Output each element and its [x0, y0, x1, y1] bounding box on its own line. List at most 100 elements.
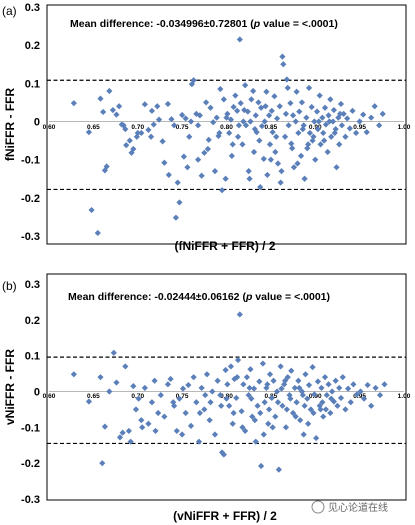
data-point: [381, 381, 388, 388]
data-point: [159, 138, 166, 145]
data-point: [198, 384, 205, 392]
data-point: [274, 160, 282, 167]
data-point: [281, 133, 289, 140]
data-point: [303, 114, 310, 121]
data-point: [323, 391, 330, 399]
data-point: [320, 413, 327, 420]
data-point: [241, 106, 248, 114]
data-point: [292, 413, 299, 420]
data-point: [287, 395, 294, 402]
data-point: [141, 384, 148, 392]
data-point: [243, 374, 251, 381]
data-point: [264, 381, 271, 388]
data-point: [282, 110, 290, 117]
data-point: [148, 399, 156, 406]
plot-frame: [46, 273, 407, 501]
data-point: [349, 107, 356, 114]
data-point: [344, 385, 352, 392]
data-point: [201, 149, 208, 156]
data-point: [376, 391, 384, 399]
data-point: [262, 103, 269, 110]
data-point: [207, 399, 214, 406]
data-point: [234, 133, 242, 140]
data-point: [217, 85, 224, 93]
x-tick-label: 0.95: [353, 393, 366, 400]
data-point: [352, 129, 360, 137]
data-point: [331, 129, 338, 137]
data-point: [277, 363, 284, 370]
data-point: [337, 110, 344, 117]
data-point: [269, 129, 276, 136]
data-point: [182, 115, 189, 122]
data-point: [161, 159, 168, 166]
data-point: [288, 140, 295, 147]
data-point: [321, 104, 329, 111]
data-point: [311, 391, 318, 398]
data-point: [245, 391, 252, 399]
data-point: [182, 409, 189, 417]
y-tick-label: 0.3: [25, 279, 40, 291]
data-point: [299, 391, 306, 399]
data-point: [157, 391, 164, 399]
data-point: [216, 129, 223, 137]
data-point: [372, 384, 379, 392]
data-point: [123, 142, 130, 149]
annotation-p-symbol: p: [253, 18, 261, 30]
data-point: [145, 420, 152, 427]
data-point: [292, 118, 299, 125]
data-point: [357, 388, 364, 395]
data-point: [301, 175, 308, 182]
data-point: [97, 374, 104, 381]
data-point: [312, 156, 319, 163]
y-tick-label: 0.2: [25, 40, 40, 52]
data-point: [261, 118, 268, 125]
data-point: [113, 111, 120, 118]
data-point: [190, 374, 197, 381]
data-point: [155, 409, 162, 417]
data-point: [165, 171, 172, 179]
x-tick-label: 0.80: [220, 124, 233, 131]
watermark-text: 见心论道在线: [328, 501, 388, 514]
data-point: [116, 103, 123, 110]
data-point: [222, 175, 229, 182]
data-point: [319, 114, 326, 121]
data-point: [218, 187, 226, 194]
data-point: [325, 381, 332, 388]
data-point: [209, 388, 216, 395]
data-point: [295, 377, 302, 384]
data-point: [266, 112, 273, 119]
data-point: [328, 395, 335, 402]
data-point: [205, 136, 212, 143]
data-point: [322, 121, 329, 128]
data-point: [329, 118, 337, 125]
data-point: [179, 385, 187, 392]
data-point: [184, 164, 191, 171]
data-point: [287, 100, 294, 107]
data-point: [302, 371, 309, 378]
data-point: [214, 377, 221, 384]
data-point: [311, 118, 318, 125]
data-point: [305, 381, 313, 389]
data-point: [308, 103, 315, 111]
data-point: [242, 427, 249, 435]
data-point: [125, 427, 132, 435]
data-point: [276, 103, 283, 110]
data-point: [70, 100, 77, 107]
data-point: [247, 118, 254, 125]
y-axis-label: fNiFFR - FFR: [3, 88, 17, 162]
data-point: [254, 402, 261, 409]
data-point: [211, 431, 219, 438]
data-point: [94, 229, 101, 237]
data-point: [272, 148, 279, 156]
data-point: [227, 116, 235, 123]
data-point: [145, 126, 152, 133]
data-point: [285, 122, 292, 129]
data-point: [195, 438, 203, 445]
data-point: [330, 106, 337, 114]
data-point: [332, 377, 339, 384]
data-point: [161, 413, 168, 420]
data-point: [268, 107, 275, 114]
data-point: [279, 53, 286, 60]
mean-difference-annotation: Mean difference: -0.034996±0.72801 (p va…: [70, 18, 338, 30]
data-point: [248, 395, 255, 402]
